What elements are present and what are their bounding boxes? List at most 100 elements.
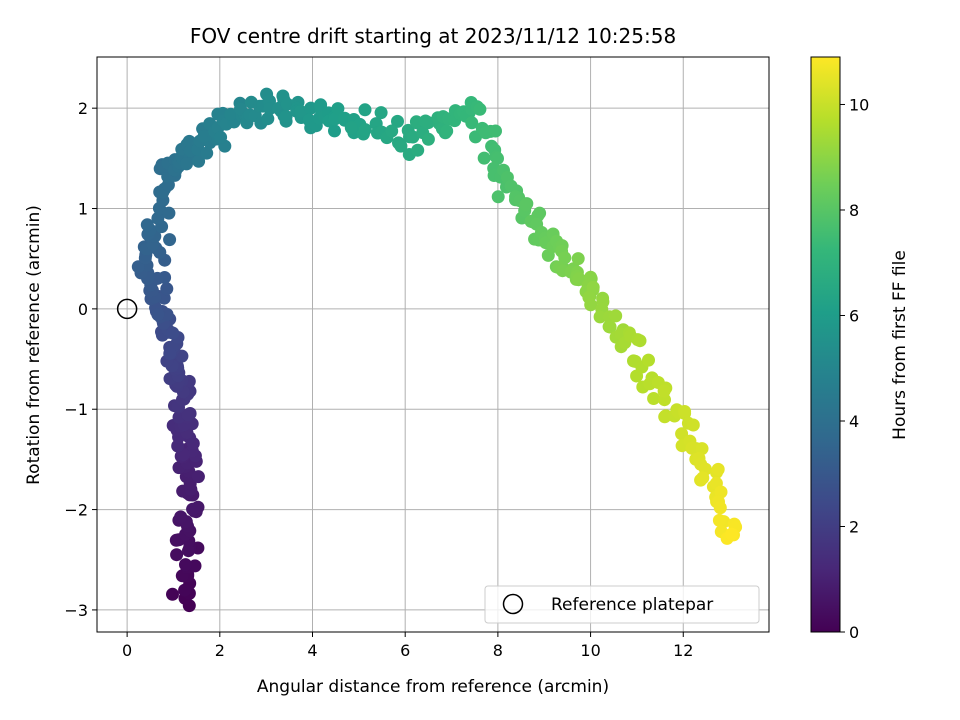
- scatter-points: [131, 87, 743, 613]
- data-point: [178, 583, 192, 597]
- data-point: [479, 126, 493, 140]
- data-point: [279, 110, 293, 123]
- data-point: [191, 470, 205, 484]
- data-point: [166, 326, 180, 340]
- data-point: [179, 558, 192, 572]
- y-axis-label: Rotation from reference (arcmin): [24, 205, 44, 485]
- x-tick-label: 0: [122, 641, 132, 660]
- data-point: [358, 103, 372, 117]
- colorbar-tick-label: 10: [849, 95, 869, 114]
- data-point: [314, 98, 328, 112]
- y-tick-label: 1: [78, 200, 88, 219]
- x-tick-label: 4: [307, 641, 317, 660]
- data-point: [411, 143, 425, 157]
- data-point: [695, 442, 709, 456]
- grid-lines: [97, 57, 769, 632]
- data-point: [609, 309, 623, 323]
- data-point: [163, 347, 177, 360]
- x-axis-ticks: 0 2 4 6 8 10 12: [122, 632, 693, 660]
- data-point: [328, 112, 342, 126]
- colorbar-label: Hours from first FF file: [890, 250, 910, 440]
- colorbar-frame: [810, 56, 841, 633]
- chart-title: FOV centre drift starting at 2023/11/12 …: [190, 24, 676, 48]
- data-point: [491, 152, 504, 165]
- data-point: [421, 132, 435, 146]
- data-point: [344, 121, 358, 135]
- data-point: [711, 462, 725, 476]
- y-tick-label: −3: [64, 601, 88, 620]
- legend-box: [484, 585, 760, 624]
- x-tick-label: 6: [400, 641, 410, 660]
- data-point: [224, 107, 238, 121]
- data-point: [166, 587, 179, 601]
- data-point: [328, 124, 341, 138]
- axes-frame: [96, 56, 770, 633]
- legend: Reference platepar: [484, 585, 760, 624]
- data-point: [572, 272, 586, 286]
- data-point: [234, 102, 247, 116]
- data-point: [630, 369, 644, 383]
- data-point: [151, 308, 165, 321]
- data-point: [714, 485, 728, 499]
- data-point: [686, 418, 700, 432]
- data-point: [186, 502, 200, 516]
- data-point: [182, 544, 195, 558]
- colorbar-tick-label: 8: [849, 201, 859, 220]
- data-point: [188, 559, 202, 573]
- data-point: [169, 533, 183, 547]
- data-point: [489, 124, 502, 138]
- data-point: [473, 102, 487, 116]
- data-point: [162, 206, 176, 220]
- data-point: [657, 384, 671, 398]
- data-point: [603, 320, 617, 334]
- data-point: [385, 124, 399, 138]
- x-tick-label: 10: [580, 641, 600, 660]
- colorbar-tick-label: 2: [849, 517, 859, 536]
- y-tick-label: 0: [78, 300, 88, 319]
- x-axis-label: Angular distance from reference (arcmin): [257, 677, 609, 697]
- x-tick-label: 12: [673, 641, 693, 660]
- reference-platepar-marker: [116, 298, 138, 320]
- data-point: [214, 130, 228, 144]
- data-point: [181, 408, 195, 422]
- data-point: [131, 260, 145, 274]
- data-point: [571, 252, 585, 266]
- data-point: [394, 139, 408, 153]
- data-point: [678, 405, 692, 418]
- data-point: [421, 116, 435, 130]
- data-point: [180, 157, 193, 171]
- data-point: [170, 548, 184, 562]
- legend-label: Reference platepar: [551, 595, 713, 615]
- data-point: [696, 471, 710, 485]
- y-tick-label: 2: [78, 99, 88, 118]
- data-point: [304, 101, 318, 115]
- data-point: [584, 298, 598, 312]
- data-point: [440, 124, 454, 138]
- data-point: [163, 233, 177, 247]
- data-point: [331, 102, 345, 116]
- data-point: [713, 501, 727, 515]
- data-point: [491, 190, 505, 204]
- data-point: [374, 106, 388, 120]
- data-point: [586, 280, 600, 294]
- colorbar: [811, 57, 840, 632]
- x-tick-label: 8: [493, 641, 503, 660]
- data-point: [160, 282, 174, 296]
- data-point: [519, 198, 533, 212]
- x-tick-label: 2: [215, 641, 225, 660]
- data-point: [685, 441, 699, 455]
- data-point: [261, 112, 275, 126]
- data-point: [294, 105, 308, 118]
- data-point: [725, 527, 739, 541]
- y-tick-label: −2: [64, 501, 88, 520]
- legend-marker: [502, 593, 524, 615]
- data-point: [558, 251, 572, 265]
- colorbar-tick-label: 6: [849, 306, 859, 325]
- data-point: [647, 392, 661, 405]
- colorbar-tick-label: 0: [849, 623, 859, 642]
- data-point: [391, 114, 404, 128]
- y-axis-ticks: −3 −2 −1 0 1 2: [64, 99, 97, 620]
- colorbar-tick-label: 4: [849, 412, 859, 431]
- data-point: [358, 123, 372, 137]
